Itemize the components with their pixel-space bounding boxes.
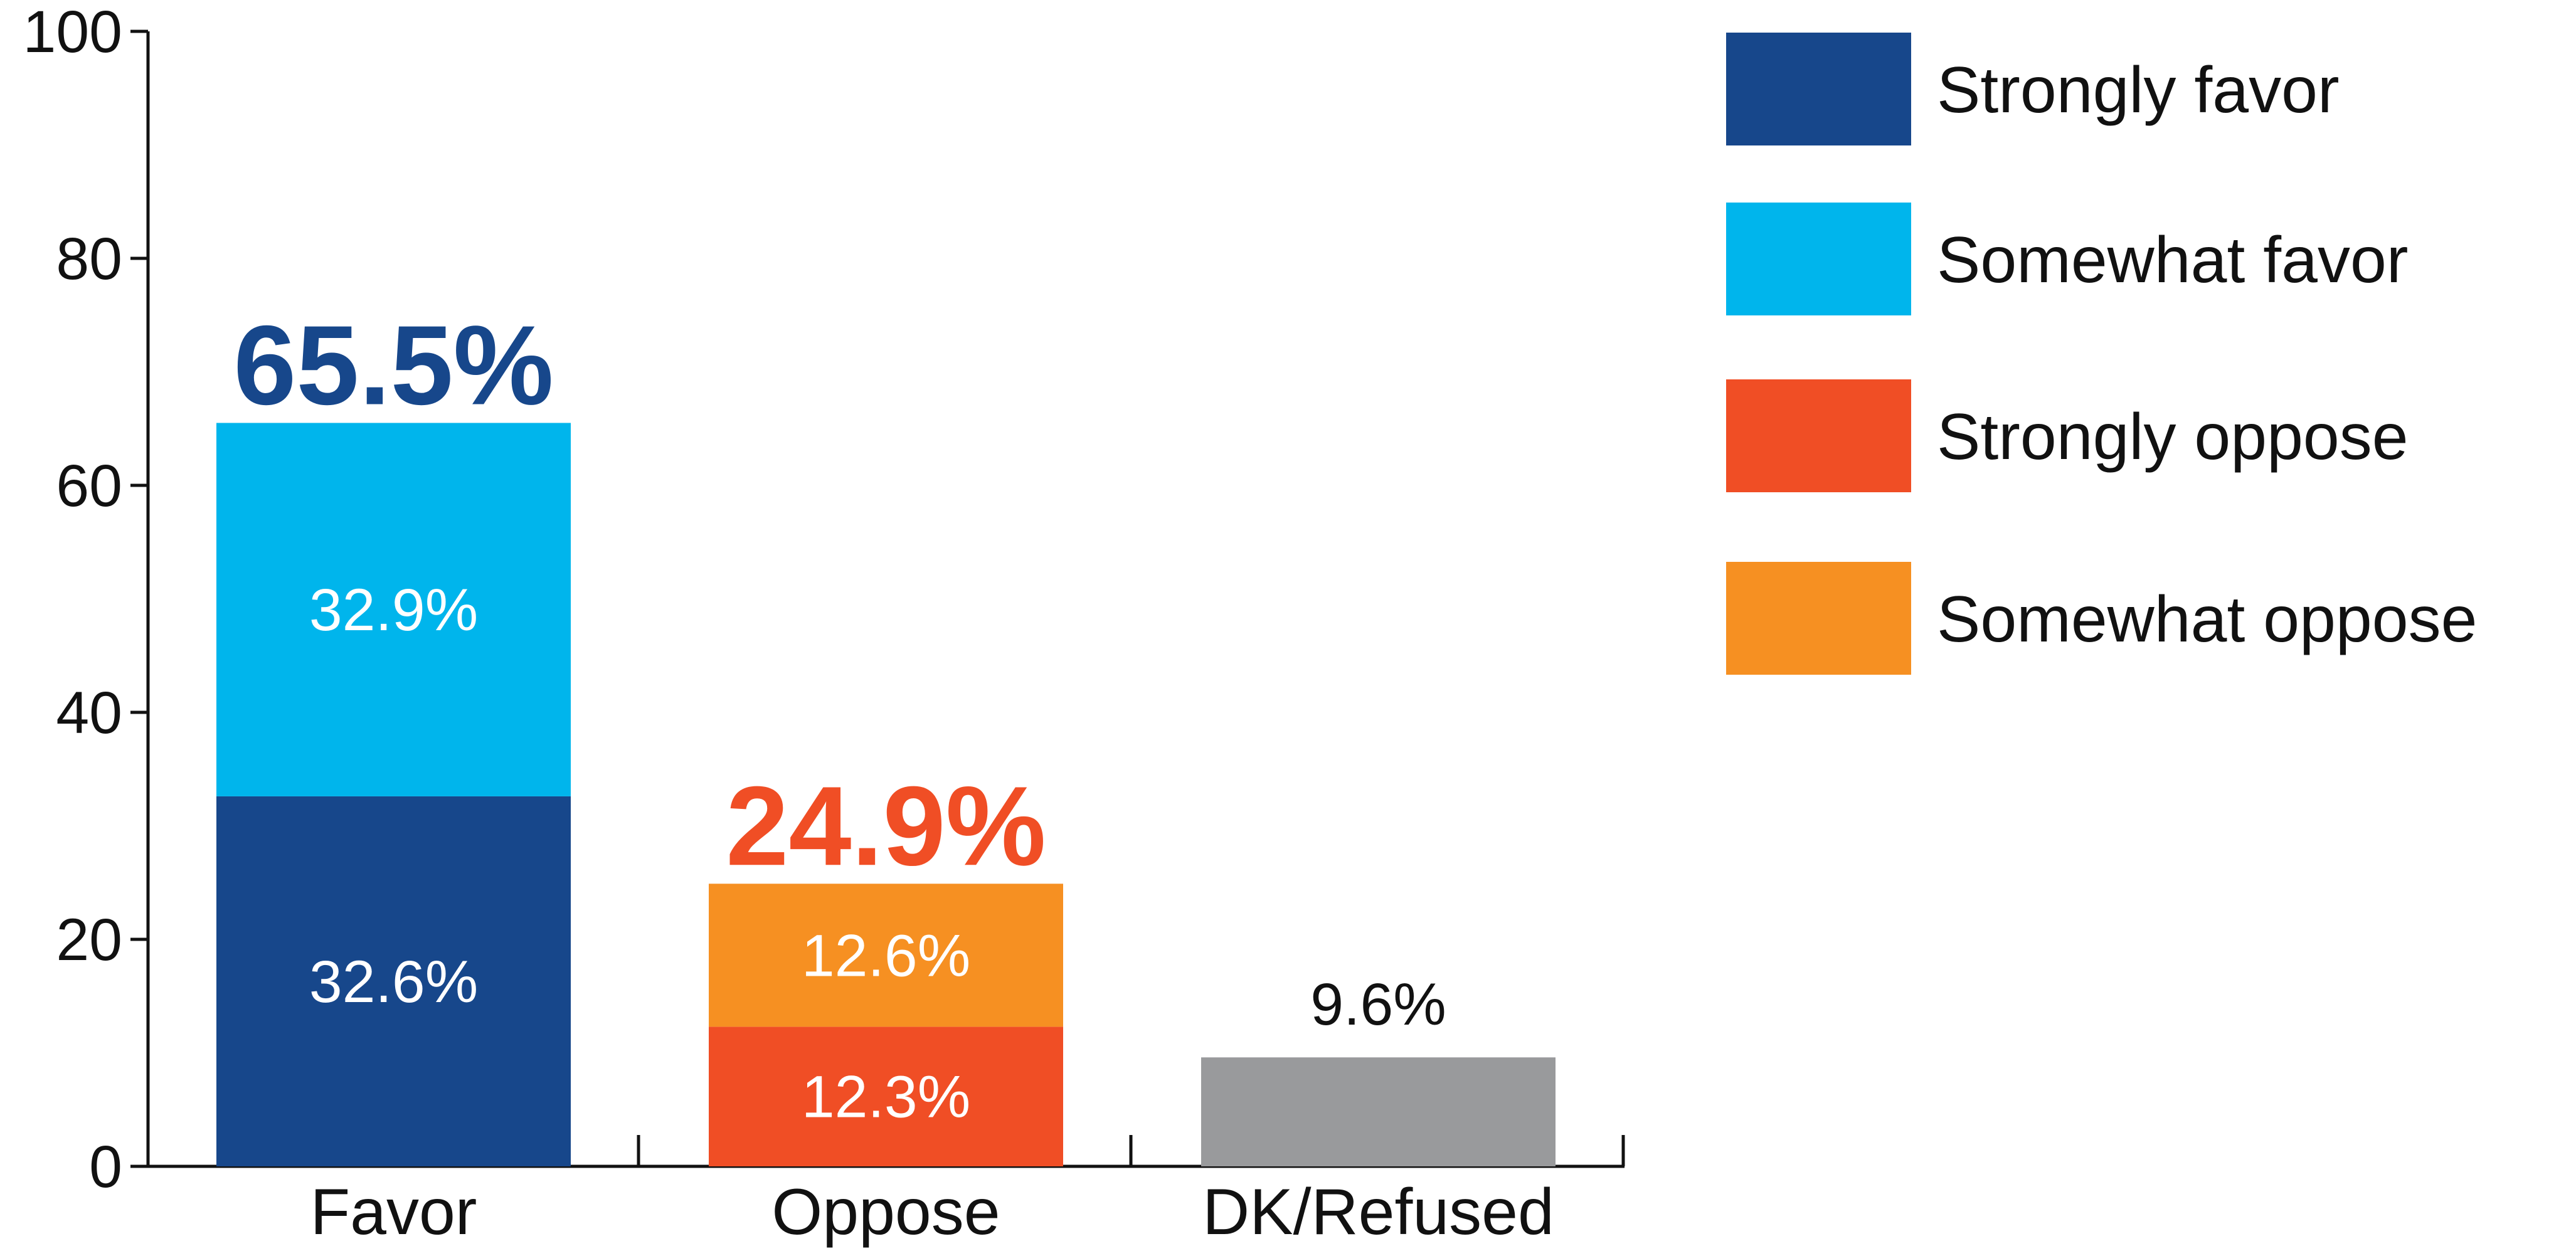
legend-label: Strongly favor (1937, 54, 2340, 127)
bar-segment (709, 884, 1063, 1027)
bar-segment-label: 12.6% (802, 922, 970, 989)
y-tick-label: 20 (56, 907, 122, 973)
legend: Strongly favor Somewhat favor Strongly opp… (1726, 33, 2477, 675)
legend-swatch (1726, 33, 1911, 145)
bar-segment-label: 32.9% (309, 577, 478, 643)
x-labels: Favor Oppose DK/Refused (310, 1135, 1625, 1248)
y-tick-label: 100 (23, 0, 122, 65)
bar-segment (709, 1027, 1063, 1166)
legend-label: Somewhat favor (1937, 224, 2408, 297)
bar-value-label: 9.6% (1310, 971, 1446, 1038)
x-category-label: DK/Refused (1202, 1176, 1554, 1248)
y-tick-label: 0 (89, 1134, 122, 1200)
legend-label: Somewhat oppose (1937, 583, 2477, 656)
bar-total-label: 24.9% (726, 763, 1046, 889)
bar-segment-label: 32.6% (309, 949, 478, 1015)
legend-swatch (1726, 562, 1911, 675)
x-category-label: Favor (310, 1176, 477, 1248)
bar-segment (216, 796, 571, 1166)
y-ticks: 0 20 40 60 80 100 (23, 0, 148, 1200)
y-tick-label: 60 (56, 453, 122, 519)
bar-segment (1201, 1057, 1556, 1166)
legend-label: Strongly oppose (1937, 401, 2409, 473)
y-tick-label: 40 (56, 680, 122, 746)
bar-segment (216, 423, 571, 796)
bars: 32.6% 32.9% 65.5% 12.3% 12.6% 24.9% 9.6% (216, 302, 1556, 1166)
bar-segment-label: 12.3% (802, 1064, 970, 1131)
legend-swatch (1726, 379, 1911, 492)
y-tick-label: 80 (56, 226, 122, 292)
bar-total-label: 65.5% (233, 302, 553, 428)
legend-swatch (1726, 203, 1911, 315)
x-category-label: Oppose (771, 1176, 1000, 1248)
